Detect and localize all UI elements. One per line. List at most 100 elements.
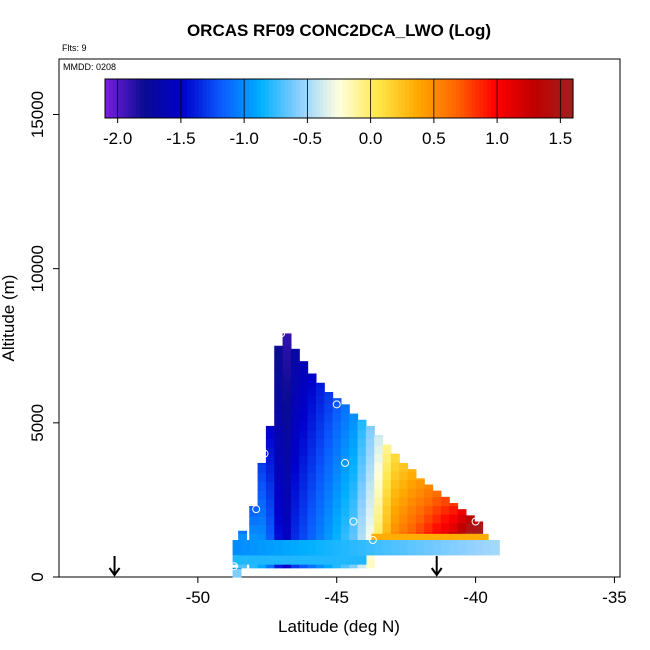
colorbar-swatch (374, 79, 379, 118)
heatmap-cell (257, 555, 267, 565)
latitude-arrows (108, 556, 443, 577)
heatmap-cell (265, 507, 275, 517)
heatmap-cell (332, 555, 342, 565)
heatmap-cell (282, 540, 292, 556)
heatmap-cell (307, 507, 317, 517)
heatmap-cell (332, 420, 342, 431)
heatmap-cell (299, 403, 309, 413)
heatmap-cell (390, 540, 400, 556)
heatmap-cell (324, 420, 334, 431)
heatmap-cell (374, 445, 384, 455)
heatmap-cell (440, 496, 450, 507)
x-tick-label: -45 (324, 588, 349, 607)
heatmap-cell (349, 429, 359, 439)
heatmap-cell (374, 436, 384, 446)
colorbar-swatch (253, 79, 258, 118)
heatmap-cell (265, 524, 275, 534)
colorbar-swatch (136, 79, 141, 118)
heatmap-cell (371, 533, 381, 540)
heatmap-cell (274, 540, 284, 556)
colorbar-swatch (331, 79, 336, 118)
colorbar-swatch (549, 79, 555, 118)
heatmap-cell (374, 479, 384, 489)
colorbar-swatch (167, 79, 172, 118)
heatmap-cell (399, 522, 409, 532)
heatmap-cell (282, 464, 292, 474)
heatmap-cell (299, 464, 309, 474)
colorbar-frame (104, 78, 574, 119)
colorbar-swatch (210, 79, 215, 118)
x-axis-label: Latitude (deg N) (278, 617, 400, 636)
colorbar-swatch (491, 79, 496, 118)
heatmap-cell (290, 540, 300, 556)
heatmap-cell (324, 392, 334, 396)
heatmap-cell (299, 446, 309, 457)
colorbar-swatch (475, 79, 480, 118)
heatmap-cell (440, 540, 450, 556)
sample-point (260, 449, 269, 458)
heatmap-cell (290, 507, 300, 517)
heatmap-cell (282, 446, 292, 457)
heatmap-cell (399, 479, 409, 489)
heatmap-cell (340, 472, 350, 483)
colorbar: -2.0 -1.5 -1.0 -0.5 0.0 0.5 1.0 1.5 (103, 78, 574, 148)
heatmap-cell (357, 472, 367, 483)
colorbar-swatch (342, 79, 348, 118)
heatmap-cell (307, 498, 317, 508)
heatmap-cell (282, 481, 292, 491)
heatmap-cell (274, 498, 284, 508)
heatmap-cell (357, 540, 367, 556)
colorbar-swatch (327, 79, 332, 118)
heatmap-cell (349, 455, 359, 465)
heatmap-cell (332, 490, 342, 500)
heatmap-cell (474, 540, 484, 556)
heatmap-cell (382, 462, 392, 472)
colorbar-swatch (424, 79, 430, 118)
colorbar-swatch (105, 79, 110, 118)
heatmap-cell (457, 514, 467, 524)
colorbar-swatch (479, 79, 484, 118)
colorbar-swatch (561, 79, 566, 118)
heatmap-cell (315, 382, 325, 388)
heatmap-cell (449, 522, 459, 532)
heatmap-cell (424, 505, 434, 515)
heatmap-cell (432, 490, 442, 498)
heatmap-cell (357, 429, 367, 439)
flights-label: Flts: 9 (62, 43, 87, 53)
heatmap-cell (407, 469, 417, 472)
heatmap-cell (465, 540, 475, 556)
colorbar-swatch (463, 79, 469, 118)
colorbar-swatch (537, 79, 543, 118)
heatmap-cell (357, 524, 367, 534)
heatmap-cell (290, 524, 300, 534)
heatmap-cell (382, 479, 392, 489)
colorbar-swatch (179, 79, 184, 118)
colorbar-swatch (249, 79, 254, 118)
heatmap-cell (449, 503, 459, 507)
heatmap-cell (340, 498, 350, 508)
heatmap-cell (449, 540, 459, 556)
heatmap-cell (307, 420, 317, 431)
colorbar-swatch (350, 79, 356, 118)
heatmap-cell (299, 386, 309, 396)
colorbar-swatch (116, 79, 122, 118)
heatmap-cell (315, 524, 325, 534)
heatmap-cell (282, 403, 292, 413)
colorbar-swatch (280, 79, 285, 118)
heatmap-cell (357, 419, 367, 422)
heatmap-cell (407, 514, 417, 524)
colorbar-swatch (459, 79, 465, 118)
colorbar-swatch (303, 79, 309, 118)
heatmap-cell (382, 444, 392, 446)
heatmap-cell (349, 413, 359, 422)
heatmap-cell (407, 496, 417, 507)
heatmap-cell (349, 472, 359, 483)
heatmap-cell (413, 533, 423, 540)
heatmap-cell (282, 395, 292, 405)
heatmap-cell (265, 464, 275, 474)
heatmap-cell (282, 515, 292, 526)
colorbar-swatch (378, 79, 383, 118)
colorbar-swatch (541, 79, 547, 118)
heatmap-cell (299, 507, 309, 517)
heatmap-cell (349, 498, 359, 508)
